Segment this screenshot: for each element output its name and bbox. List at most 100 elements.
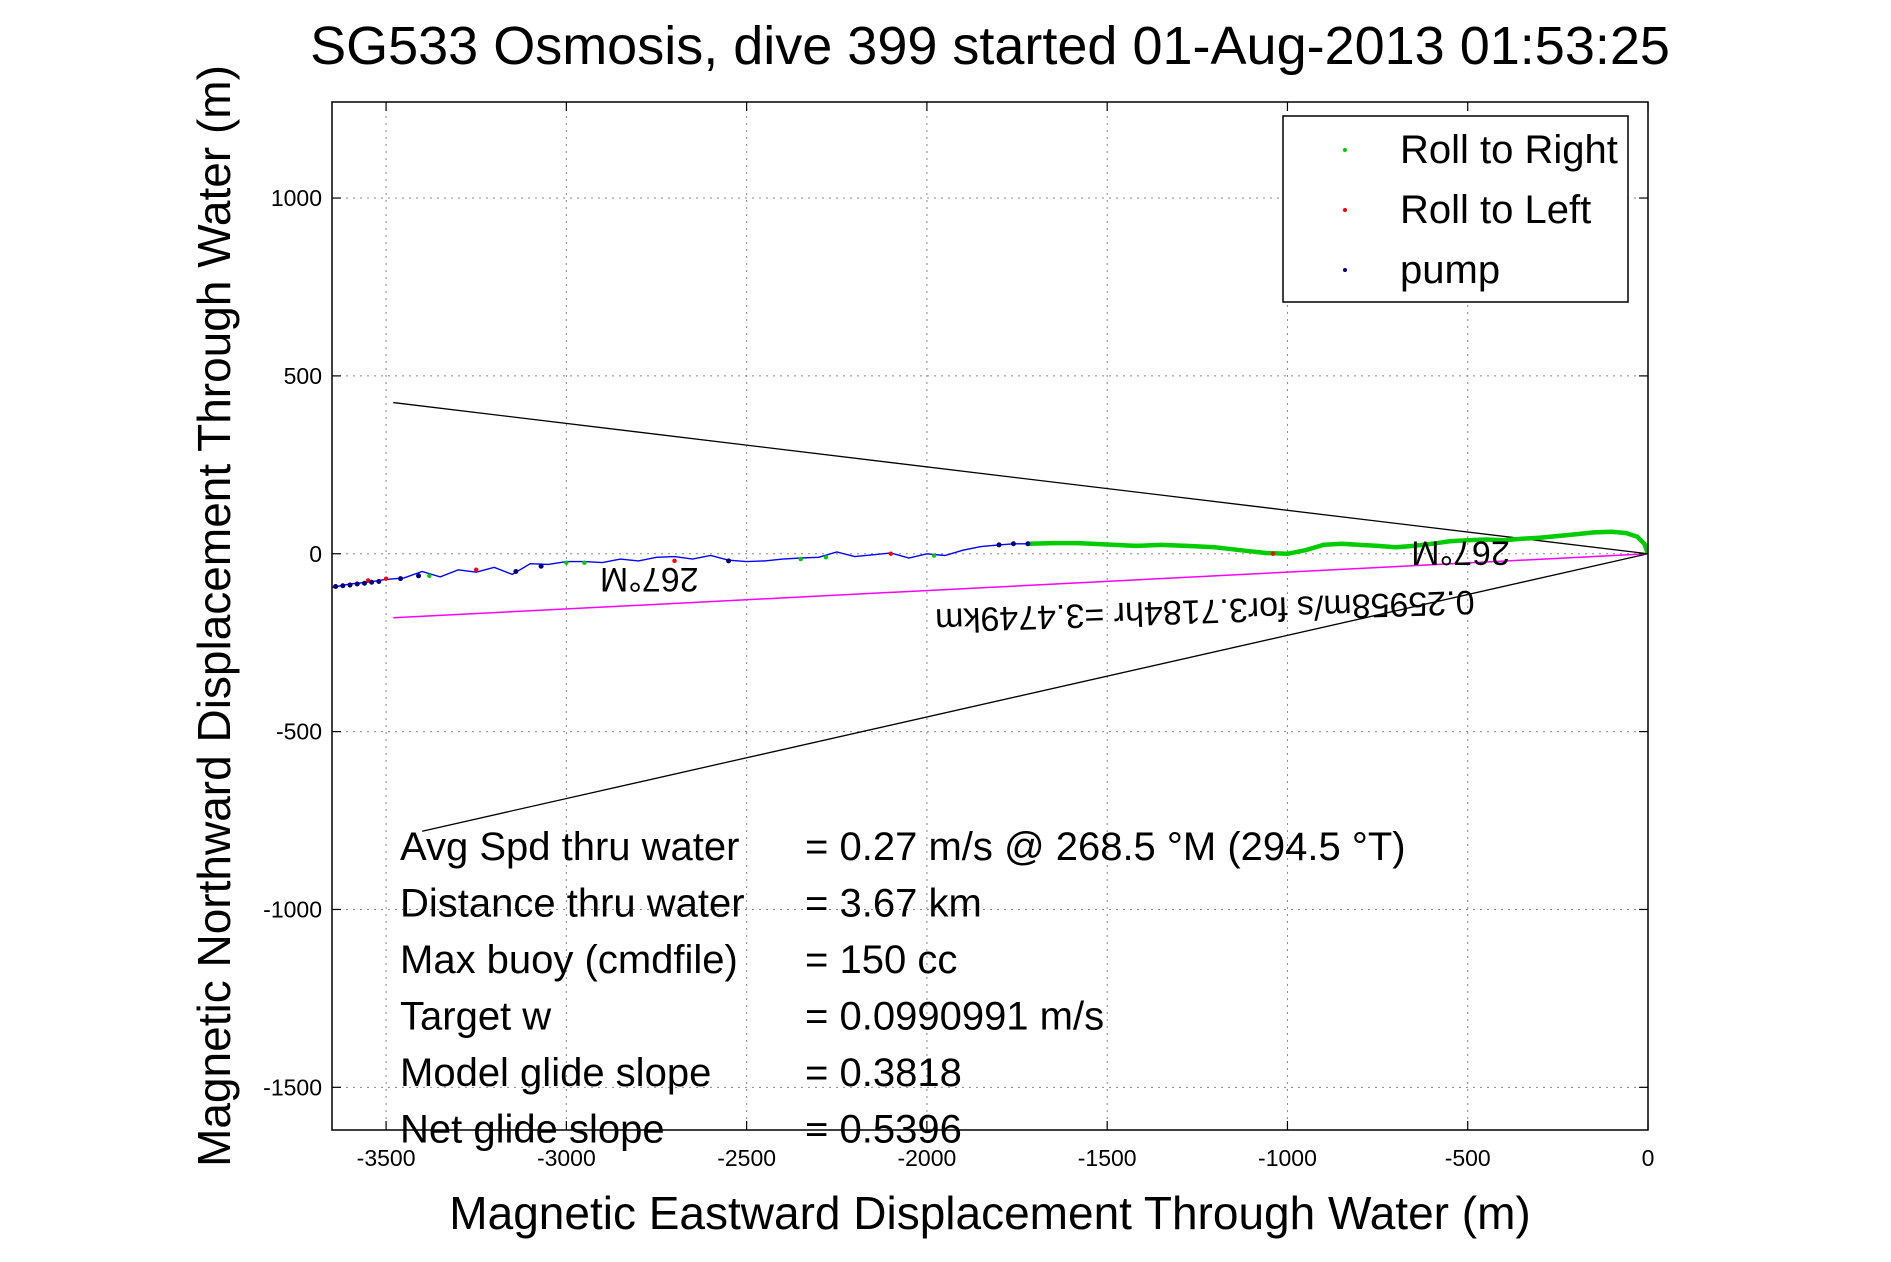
stat-label: Distance thru water <box>400 882 745 926</box>
pump-point <box>538 563 544 569</box>
roll-right-point <box>1375 543 1380 549</box>
pump-point <box>347 582 353 588</box>
roll-right-point <box>1447 539 1452 544</box>
roll-right-point <box>1642 541 1647 546</box>
x-tick-label: -3000 <box>537 1145 596 1171</box>
y-axis-label: Magnetic Northward Displacement Through … <box>188 65 240 1167</box>
pump-point <box>333 583 339 589</box>
pump-point <box>1010 541 1016 547</box>
dive-statistics: Avg Spd thru water = 0.27 m/s @ 268.5 °M … <box>400 825 1406 1152</box>
reference-lines <box>393 401 1648 832</box>
track-line <box>332 543 1028 589</box>
roll-right-point <box>1465 538 1470 543</box>
pump-point <box>513 569 519 575</box>
roll-right-point <box>1339 541 1344 546</box>
roll-right-point <box>1591 530 1597 535</box>
roll-right-point <box>1104 542 1110 547</box>
roll-right-point <box>1213 545 1218 550</box>
roll-right-point <box>1357 542 1362 548</box>
stat-value: = 0.27 m/s @ 268.5 °M (294.5 °T) <box>805 825 1406 869</box>
stat-label: Max buoy (cmdfile) <box>400 938 738 982</box>
roll-right-point <box>1483 537 1488 542</box>
annotation-label: 267°M <box>600 560 699 598</box>
pump-point <box>369 579 375 585</box>
x-tick-label: -3500 <box>357 1145 416 1171</box>
roll-right-point <box>1573 531 1579 537</box>
x-tick-label: -2500 <box>717 1145 776 1171</box>
roll-right-point <box>1321 542 1326 548</box>
roll-right-point <box>1263 550 1269 556</box>
pump-point <box>354 581 360 587</box>
roll-left-point <box>1270 551 1276 556</box>
roll-right-point <box>1159 542 1164 548</box>
y-tick-label: -1500 <box>263 1074 322 1100</box>
legend-roll-left-marker <box>1343 208 1347 212</box>
roll-right-point <box>427 573 432 579</box>
pump-point <box>1025 541 1031 547</box>
legend-roll-left-label: Roll to Left <box>1400 188 1591 232</box>
cone-line <box>421 553 1648 832</box>
x-tick-label: 0 <box>1642 1145 1655 1171</box>
legend-pump-label: pump <box>1400 248 1500 292</box>
pump-point <box>340 583 346 589</box>
x-tick-label: -1500 <box>1078 1145 1137 1171</box>
roll-left-point <box>365 578 371 583</box>
stat-value: = 0.0990991 m/s <box>805 995 1104 1039</box>
x-tick-label: -500 <box>1445 1145 1491 1171</box>
x-tick-label: -2000 <box>897 1145 956 1171</box>
x-axis-label: Magnetic Eastward Displacement Through W… <box>449 1187 1530 1239</box>
y-tick-label: -1000 <box>263 896 322 922</box>
roll-right-point <box>1555 533 1561 539</box>
stat-label: Avg Spd thru water <box>400 825 739 869</box>
annotation-label: 267°M <box>1411 533 1510 571</box>
current-line <box>393 553 1648 619</box>
roll-right-point <box>1303 547 1308 553</box>
roll-right-point <box>1634 534 1640 539</box>
roll-right-point <box>582 560 587 565</box>
pump-point <box>996 542 1002 548</box>
roll-right-point <box>1501 538 1506 543</box>
y-tick-label: -500 <box>276 719 322 745</box>
cone-line <box>393 401 1648 555</box>
roll-right-point <box>798 556 803 562</box>
stat-label: Model glide slope <box>400 1051 711 1095</box>
grid-lines <box>332 102 1648 1130</box>
y-tick-label: 500 <box>284 363 322 389</box>
plot-frame <box>331 101 1649 1131</box>
roll-right-point <box>1050 540 1056 546</box>
stat-value: = 150 cc <box>805 938 957 982</box>
roll-right-point <box>564 560 569 565</box>
legend-roll-right-label: Roll to Right <box>1400 128 1618 172</box>
data-points <box>333 529 1648 589</box>
roll-left-point <box>383 576 389 581</box>
pump-point <box>416 573 422 579</box>
roll-right-point <box>1624 530 1629 536</box>
pump-point <box>398 576 404 582</box>
legend-box <box>1282 115 1629 303</box>
y-tick-label: 1000 <box>271 185 322 211</box>
stat-value: = 3.67 km <box>805 882 982 926</box>
x-tick-label: -1000 <box>1258 1145 1317 1171</box>
roll-right-point <box>1537 535 1543 540</box>
axis-ticks: -3500 -3000 -2500 -2000 -1500 -1000 -500 0 -1500… <box>263 102 1654 1171</box>
y-tick-label: 0 <box>309 541 322 567</box>
roll-right-point <box>1609 529 1615 534</box>
legend-pump-marker <box>1343 268 1347 272</box>
legend-roll-right-marker <box>1343 148 1347 152</box>
roll-right-point <box>1519 536 1525 542</box>
roll-right-point <box>1429 541 1434 546</box>
roll-left-point <box>474 567 479 572</box>
roll-right-point <box>931 553 937 558</box>
roll-right-point <box>1285 551 1290 556</box>
roll-left-point <box>888 551 894 556</box>
legend: Roll to Right Roll to Left pump <box>1282 115 1629 303</box>
roll-left-point <box>672 558 677 564</box>
roll-right-point <box>1411 543 1416 549</box>
roll-right-point <box>1076 540 1081 546</box>
roll-right-point <box>1393 545 1398 550</box>
roll-right-point <box>1184 543 1189 549</box>
pump-point <box>361 580 367 586</box>
roll-right-point <box>1238 547 1243 553</box>
pump-point <box>726 558 732 564</box>
